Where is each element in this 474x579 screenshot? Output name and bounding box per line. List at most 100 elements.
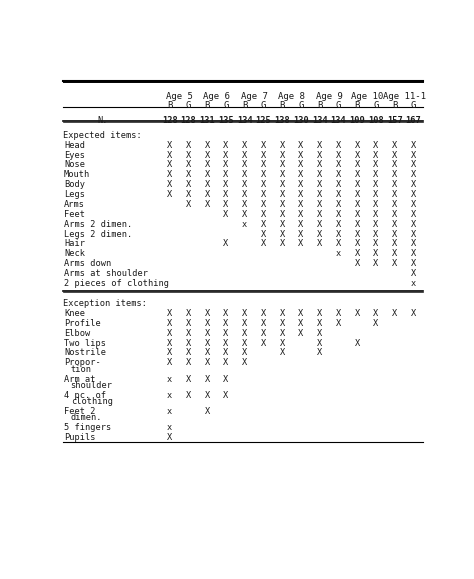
Text: X: X — [205, 200, 210, 209]
Text: X: X — [280, 170, 285, 179]
Text: Feet: Feet — [64, 210, 85, 219]
Text: Age 11-1: Age 11-1 — [383, 92, 426, 101]
Text: X: X — [261, 329, 266, 338]
Text: X: X — [242, 319, 247, 328]
Text: 134: 134 — [237, 116, 253, 124]
Text: 4 pc. of: 4 pc. of — [64, 391, 106, 400]
Text: X: X — [317, 339, 322, 347]
Text: X: X — [298, 141, 304, 150]
Text: X: X — [167, 180, 172, 189]
Text: X: X — [261, 141, 266, 150]
Text: X: X — [186, 151, 191, 160]
Text: X: X — [355, 259, 360, 268]
Text: Pupils: Pupils — [64, 433, 96, 442]
Text: X: X — [374, 190, 379, 199]
Text: X: X — [411, 250, 416, 258]
Text: X: X — [411, 190, 416, 199]
Text: G: G — [223, 101, 228, 110]
Text: X: X — [317, 229, 322, 239]
Text: X: X — [223, 210, 228, 219]
Text: X: X — [205, 190, 210, 199]
Text: X: X — [261, 219, 266, 229]
Text: X: X — [242, 339, 247, 347]
Text: X: X — [298, 219, 304, 229]
Text: X: X — [411, 229, 416, 239]
Text: Arm at: Arm at — [64, 375, 96, 384]
Text: X: X — [374, 141, 379, 150]
Text: Profile: Profile — [64, 319, 101, 328]
Text: B: B — [280, 101, 285, 110]
Text: Head: Head — [64, 141, 85, 150]
Text: Elbow: Elbow — [64, 329, 90, 338]
Text: X: X — [280, 349, 285, 357]
Text: X: X — [167, 309, 172, 318]
Text: X: X — [280, 240, 285, 248]
Text: X: X — [280, 160, 285, 170]
Text: 5 fingers: 5 fingers — [64, 423, 111, 433]
Text: X: X — [298, 170, 304, 179]
Text: Two lips: Two lips — [64, 339, 106, 347]
Text: X: X — [317, 180, 322, 189]
Text: Mouth: Mouth — [64, 170, 90, 179]
Text: X: X — [223, 349, 228, 357]
Text: X: X — [167, 329, 172, 338]
Text: X: X — [280, 329, 285, 338]
Text: B: B — [242, 101, 247, 110]
Text: dimen.: dimen. — [71, 413, 102, 422]
Text: X: X — [223, 200, 228, 209]
Text: 167: 167 — [406, 116, 421, 124]
Text: X: X — [374, 170, 379, 179]
Text: X: X — [317, 160, 322, 170]
Text: X: X — [242, 309, 247, 318]
Text: X: X — [355, 190, 360, 199]
Text: X: X — [336, 229, 341, 239]
Text: X: X — [355, 229, 360, 239]
Text: X: X — [242, 200, 247, 209]
Text: X: X — [205, 170, 210, 179]
Text: X: X — [355, 240, 360, 248]
Text: N.: N. — [97, 116, 108, 124]
Text: G: G — [186, 101, 191, 110]
Text: X: X — [261, 180, 266, 189]
Text: X: X — [242, 141, 247, 150]
Text: X: X — [186, 319, 191, 328]
Text: 109: 109 — [349, 116, 365, 124]
Text: X: X — [317, 200, 322, 209]
Text: X: X — [242, 151, 247, 160]
Text: X: X — [205, 391, 210, 400]
Text: X: X — [205, 375, 210, 384]
Text: X: X — [167, 190, 172, 199]
Text: x: x — [167, 423, 172, 433]
Text: 131: 131 — [199, 116, 215, 124]
Text: X: X — [280, 219, 285, 229]
Text: X: X — [355, 200, 360, 209]
Text: X: X — [374, 229, 379, 239]
Text: X: X — [242, 210, 247, 219]
Text: X: X — [355, 219, 360, 229]
Text: X: X — [392, 141, 397, 150]
Text: X: X — [392, 309, 397, 318]
Text: X: X — [392, 210, 397, 219]
Text: X: X — [374, 240, 379, 248]
Text: X: X — [261, 151, 266, 160]
Text: X: X — [317, 219, 322, 229]
Text: X: X — [167, 151, 172, 160]
Text: Neck: Neck — [64, 250, 85, 258]
Text: X: X — [205, 329, 210, 338]
Text: X: X — [223, 240, 228, 248]
Text: x: x — [242, 219, 247, 229]
Text: X: X — [280, 200, 285, 209]
Text: X: X — [223, 329, 228, 338]
Text: X: X — [374, 309, 379, 318]
Text: X: X — [186, 391, 191, 400]
Text: 135: 135 — [218, 116, 234, 124]
Text: X: X — [411, 259, 416, 268]
Text: X: X — [261, 339, 266, 347]
Text: B: B — [167, 101, 173, 110]
Text: X: X — [336, 240, 341, 248]
Text: B: B — [204, 101, 210, 110]
Text: X: X — [317, 190, 322, 199]
Text: X: X — [223, 391, 228, 400]
Text: X: X — [374, 319, 379, 328]
Text: 157: 157 — [387, 116, 402, 124]
